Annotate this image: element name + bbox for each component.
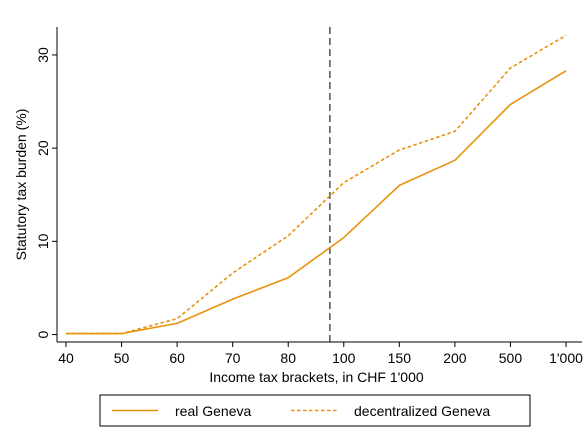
x-tick-label-1: 50 <box>114 350 130 366</box>
x-tick-label-0: 40 <box>58 350 74 366</box>
data-point-real-geneva-9 <box>565 70 567 72</box>
x-tick-label-9: 1'000 <box>549 350 583 366</box>
x-tick-label-2: 60 <box>169 350 185 366</box>
y-tick-label-30: 30 <box>35 47 51 63</box>
x-tick-label-8: 500 <box>499 350 523 366</box>
data-point-real-geneva-7 <box>454 159 456 161</box>
data-point-decentralized-geneva-4 <box>287 235 289 237</box>
data-point-real-geneva-3 <box>232 298 234 300</box>
x-axis: 40 50 60 70 80 100 150 200 500 1'000 <box>57 341 583 366</box>
data-point-decentralized-geneva-6 <box>399 149 401 151</box>
x-tick-label-7: 200 <box>443 350 467 366</box>
x-axis-title: Income tax brackets, in CHF 1'000 <box>209 369 424 385</box>
data-point-decentralized-geneva-2 <box>176 318 178 320</box>
data-point-real-geneva-2 <box>176 323 178 325</box>
y-axis-title: Statutory tax burden (%) <box>13 109 29 261</box>
x-tick-label-3: 70 <box>225 350 241 366</box>
data-point-real-geneva-6 <box>399 185 401 187</box>
data-point-decentralized-geneva-3 <box>232 272 234 274</box>
legend-label-decentralized-geneva: decentralized Geneva <box>354 403 490 419</box>
data-point-decentralized-geneva-0 <box>65 333 67 335</box>
data-point-real-geneva-4 <box>287 277 289 279</box>
legend: real Geneva decentralized Geneva <box>99 394 531 427</box>
series-line-real-geneva <box>66 70 567 335</box>
y-tick-label-20: 20 <box>35 140 51 156</box>
data-point-real-geneva-5 <box>343 237 345 239</box>
plot-area <box>65 27 567 342</box>
series-line-decentralized-geneva <box>66 34 567 335</box>
data-point-decentralized-geneva-5 <box>343 182 345 184</box>
y-axis: 0 10 20 30 <box>35 27 58 342</box>
legend-label-real-geneva: real Geneva <box>175 403 251 419</box>
y-tick-label-0: 0 <box>35 330 51 338</box>
data-point-decentralized-geneva-1 <box>121 333 123 335</box>
data-point-decentralized-geneva-9 <box>565 35 567 37</box>
data-point-decentralized-geneva-7 <box>454 131 456 133</box>
data-point-real-geneva-8 <box>510 104 512 106</box>
x-tick-label-6: 150 <box>388 350 412 366</box>
data-point-decentralized-geneva-8 <box>510 67 512 69</box>
y-tick-label-10: 10 <box>35 233 51 249</box>
x-tick-label-5: 100 <box>332 350 356 366</box>
x-tick-label-4: 80 <box>280 350 296 366</box>
